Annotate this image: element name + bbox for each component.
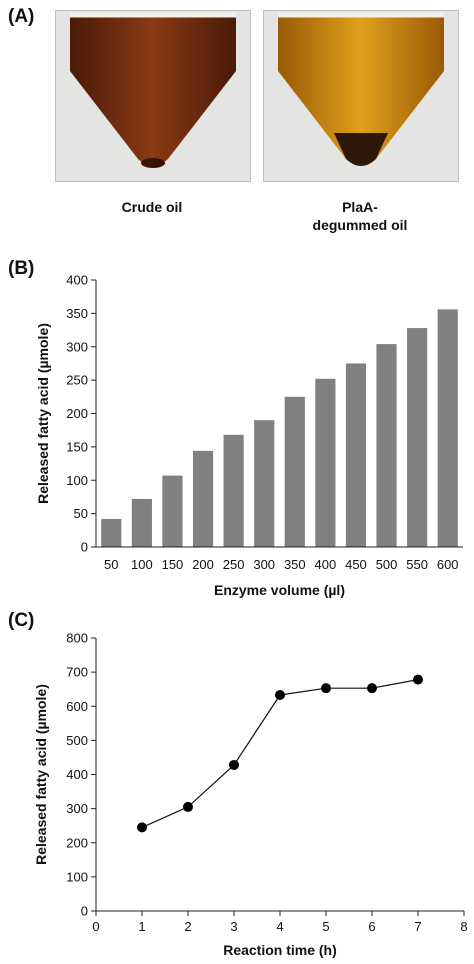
bar-y-tick-label: 150 — [66, 439, 88, 454]
degummed-oil-photo — [263, 10, 459, 182]
data-point — [275, 689, 285, 700]
crude-oil-photo — [55, 10, 251, 182]
line-y-tick-label: 800 — [66, 631, 88, 646]
bar — [192, 450, 214, 547]
bar-x-tick-label: 100 — [131, 557, 153, 572]
line-y-tick-label: 500 — [66, 733, 88, 748]
line-y-tick-label: 0 — [81, 904, 88, 919]
crude-oil-fill — [70, 15, 236, 166]
bar-y-tick-label: 50 — [74, 506, 88, 521]
bar-x-tick-label: 250 — [223, 557, 245, 572]
bar-y-tick-label: 250 — [66, 373, 88, 388]
bar-x-tick-label: 550 — [406, 557, 428, 572]
bar-x-tick-label: 350 — [284, 557, 306, 572]
bar — [101, 518, 122, 547]
line-x-tick-label: 4 — [276, 919, 283, 934]
line-chart-y-title: Released fatty acid (µmole) — [33, 684, 49, 865]
crude-oil-tube-icon — [56, 11, 250, 181]
data-point — [137, 822, 147, 833]
bar — [437, 309, 458, 547]
line-x-tick-label: 1 — [138, 919, 145, 934]
degummed-oil-tube-icon — [264, 11, 458, 181]
bar-x-tick-label: 50 — [104, 557, 118, 572]
panel-label-c: (C) — [8, 610, 35, 631]
degummed-caption-line1: PlaA- — [342, 199, 378, 215]
bar-x-tick-label: 200 — [192, 557, 214, 572]
line-x-tick-label: 8 — [460, 919, 467, 934]
line-y-tick-label: 100 — [66, 869, 88, 884]
bar-chart-y-title: Released fatty acid (µmole) — [35, 323, 51, 504]
line-x-tick-label: 2 — [184, 919, 191, 934]
bar-chart-x-title: Enzyme volume (µl) — [214, 582, 345, 598]
bar-y-tick-label: 0 — [81, 540, 88, 555]
bar-x-tick-label: 450 — [345, 557, 367, 572]
bar-x-tick-label: 400 — [315, 557, 337, 572]
bar-x-tick-label: 300 — [253, 557, 275, 572]
line-x-tick-label: 7 — [414, 919, 421, 934]
bar — [376, 344, 397, 547]
bar — [162, 475, 183, 547]
bar-x-tick-label: 500 — [376, 557, 398, 572]
line-y-tick-label: 400 — [66, 767, 88, 782]
bar — [254, 420, 275, 547]
crude-oil-caption: Crude oil — [121, 199, 183, 215]
panel-label-a: (A) — [8, 6, 35, 27]
gum-sediment — [334, 133, 388, 166]
bar — [223, 434, 244, 547]
data-point — [183, 801, 193, 812]
bar-y-tick-label: 200 — [66, 406, 88, 421]
degummed-oil-fill — [278, 15, 444, 166]
data-point — [413, 674, 423, 685]
data-point — [321, 683, 331, 694]
bar-chart-enzyme-volume: 0 50 100 150 200 250 300 350 400 50 100 150 200 250 30… — [35, 273, 463, 598]
bar — [407, 328, 428, 547]
bar-y-tick-label: 100 — [66, 473, 88, 488]
line-x-tick-label: 5 — [322, 919, 329, 934]
degummed-caption-line2: degummed oil — [312, 217, 408, 233]
line-x-tick-label: 6 — [368, 919, 375, 934]
bar — [345, 363, 367, 547]
bar-x-tick-label: 150 — [162, 557, 184, 572]
bar — [131, 498, 152, 547]
line-x-tick-label: 3 — [230, 919, 237, 934]
bar — [284, 396, 305, 547]
line-x-tick-label: 0 — [92, 919, 99, 934]
line-y-tick-label: 700 — [66, 665, 88, 680]
line-chart-reaction-time: 0 100 200 300 400 500 600 700 800 0 1 2 3 4 5 6 7 8 React… — [33, 631, 468, 959]
panel-label-b: (B) — [8, 258, 35, 279]
bar-y-tick-label: 300 — [66, 339, 88, 354]
bar-y-tick-label: 400 — [66, 273, 88, 288]
data-point — [367, 683, 377, 694]
line-y-tick-label: 200 — [66, 835, 88, 850]
bar — [315, 378, 336, 547]
data-point — [229, 759, 239, 770]
line-y-tick-label: 600 — [66, 699, 88, 714]
line-y-tick-label: 300 — [66, 801, 88, 816]
degummed-oil-caption: PlaA- degummed oil — [263, 198, 457, 234]
bar-y-tick-label: 350 — [66, 306, 88, 321]
line-chart-x-title: Reaction time (h) — [223, 942, 337, 958]
bar-x-tick-label: 600 — [437, 557, 459, 572]
